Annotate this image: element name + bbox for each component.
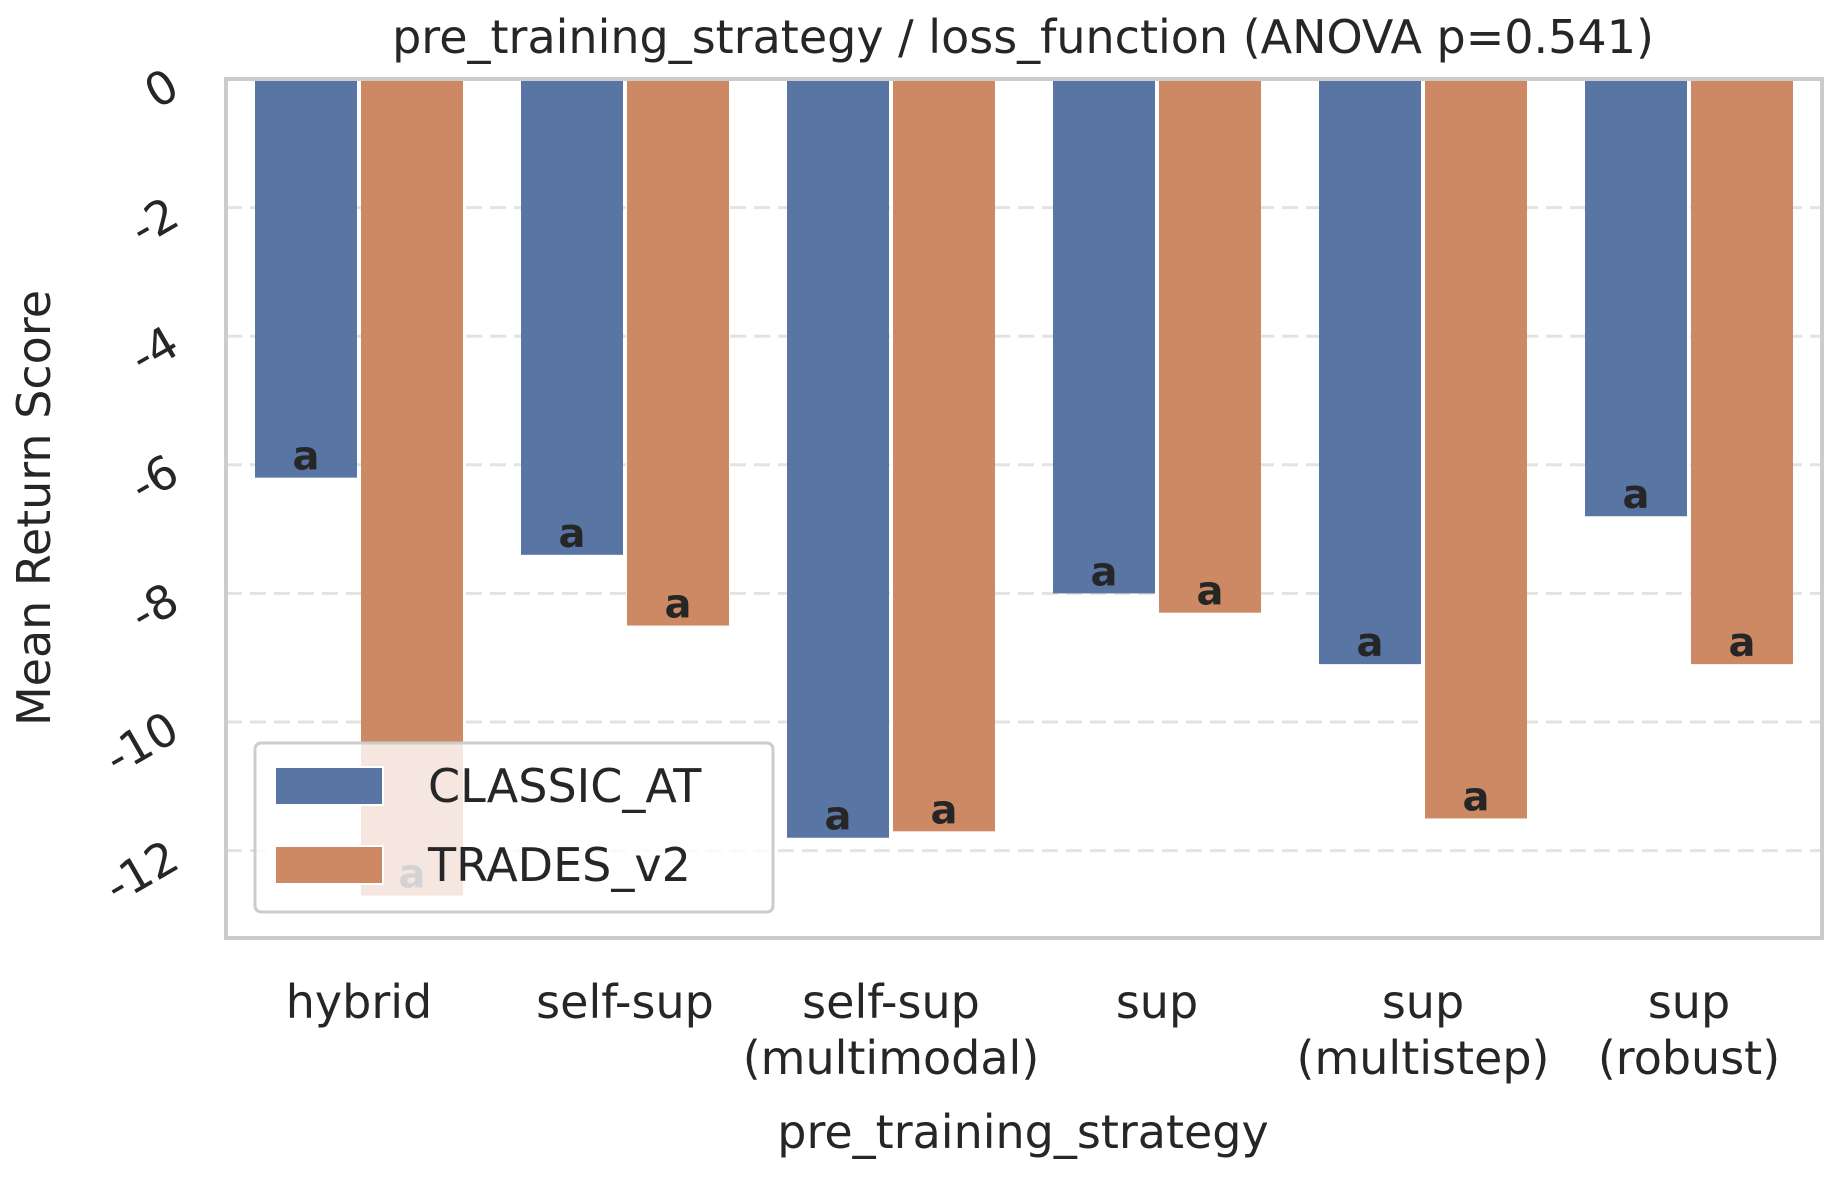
y-tick-label: -6	[121, 444, 188, 514]
bar-significance-label: a	[559, 511, 586, 557]
bar-TRADES_v2	[893, 79, 995, 832]
x-tick-label: self-sup (multimodal)	[743, 975, 1040, 1085]
bar-significance-label: a	[825, 794, 852, 840]
bar-significance-label: a	[1463, 774, 1490, 820]
bar-CLASSIC_AT	[1319, 79, 1421, 665]
bar-TRADES_v2	[1691, 79, 1793, 665]
x-tick-label-line: (multistep)	[1297, 1031, 1550, 1085]
x-tick-label: hybrid	[286, 975, 432, 1029]
x-tick-label-line: self-sup	[802, 975, 980, 1029]
x-tick-label: sup (robust)	[1598, 975, 1780, 1085]
y-tick-label: -12	[95, 829, 187, 913]
legend-swatch	[274, 845, 384, 885]
y-axis-label: Mean Return Score	[7, 290, 61, 726]
chart-title: pre_training_strategy / loss_function (A…	[392, 10, 1654, 64]
bar-significance-label: a	[1091, 549, 1118, 595]
x-tick-label-line: (multimodal)	[743, 1031, 1040, 1085]
bar-TRADES_v2	[1425, 79, 1527, 819]
bar-significance-label: a	[1729, 620, 1756, 666]
bar-significance-label: a	[665, 582, 692, 628]
legend-box	[253, 741, 775, 914]
legend-label: TRADES_v2	[427, 838, 691, 892]
y-axis-ticks: 0 -2 -4 -6 -8 -10 -12	[95, 58, 187, 914]
y-tick-label: -4	[121, 315, 188, 385]
x-axis-ticks: hybrid self-sup self-sup (multimodal)sup sup…	[286, 975, 1780, 1085]
x-tick-label: sup	[1116, 975, 1198, 1029]
y-tick-label: -10	[95, 701, 187, 785]
x-tick-label-line: self-sup	[536, 975, 714, 1029]
x-tick-label-line: sup	[1648, 975, 1730, 1029]
bar-significance-label: a	[1357, 620, 1384, 666]
x-axis-label: pre_training_strategy	[777, 1105, 1268, 1159]
x-tick-label-line: sup	[1116, 975, 1198, 1029]
bar-CLASSIC_AT	[787, 79, 889, 838]
y-tick-label: -8	[121, 572, 188, 642]
bar-significance-label: a	[1623, 472, 1650, 518]
y-tick-label: 0	[135, 58, 187, 119]
plot-frame	[224, 77, 1824, 940]
x-tick-label-line: hybrid	[286, 975, 432, 1029]
x-tick-label-line: (robust)	[1598, 1031, 1780, 1085]
legend-swatch	[274, 766, 384, 806]
bar-significance-label: a	[1197, 569, 1224, 615]
legend-items: CLASSIC_AT TRADES_v2	[274, 759, 702, 892]
x-tick-label: self-sup	[536, 975, 714, 1029]
bar-CLASSIC_AT	[521, 79, 623, 555]
y-tick-label: -2	[121, 186, 188, 256]
bar-layer	[255, 79, 1793, 896]
legend: CLASSIC_AT TRADES_v2	[253, 741, 775, 914]
bar-significance-label: a	[293, 434, 320, 480]
bar-CLASSIC_AT	[1585, 79, 1687, 517]
bar-TRADES_v2	[1159, 79, 1261, 613]
bar-TRADES_v2	[627, 79, 729, 626]
bar-CLASSIC_AT	[1053, 79, 1155, 594]
legend-label: CLASSIC_AT	[428, 759, 702, 813]
bar-significance-label: a	[931, 787, 958, 833]
bar-CLASSIC_AT	[255, 79, 357, 478]
x-tick-label-line: sup	[1382, 975, 1464, 1029]
x-tick-label: sup (multistep)	[1297, 975, 1550, 1085]
